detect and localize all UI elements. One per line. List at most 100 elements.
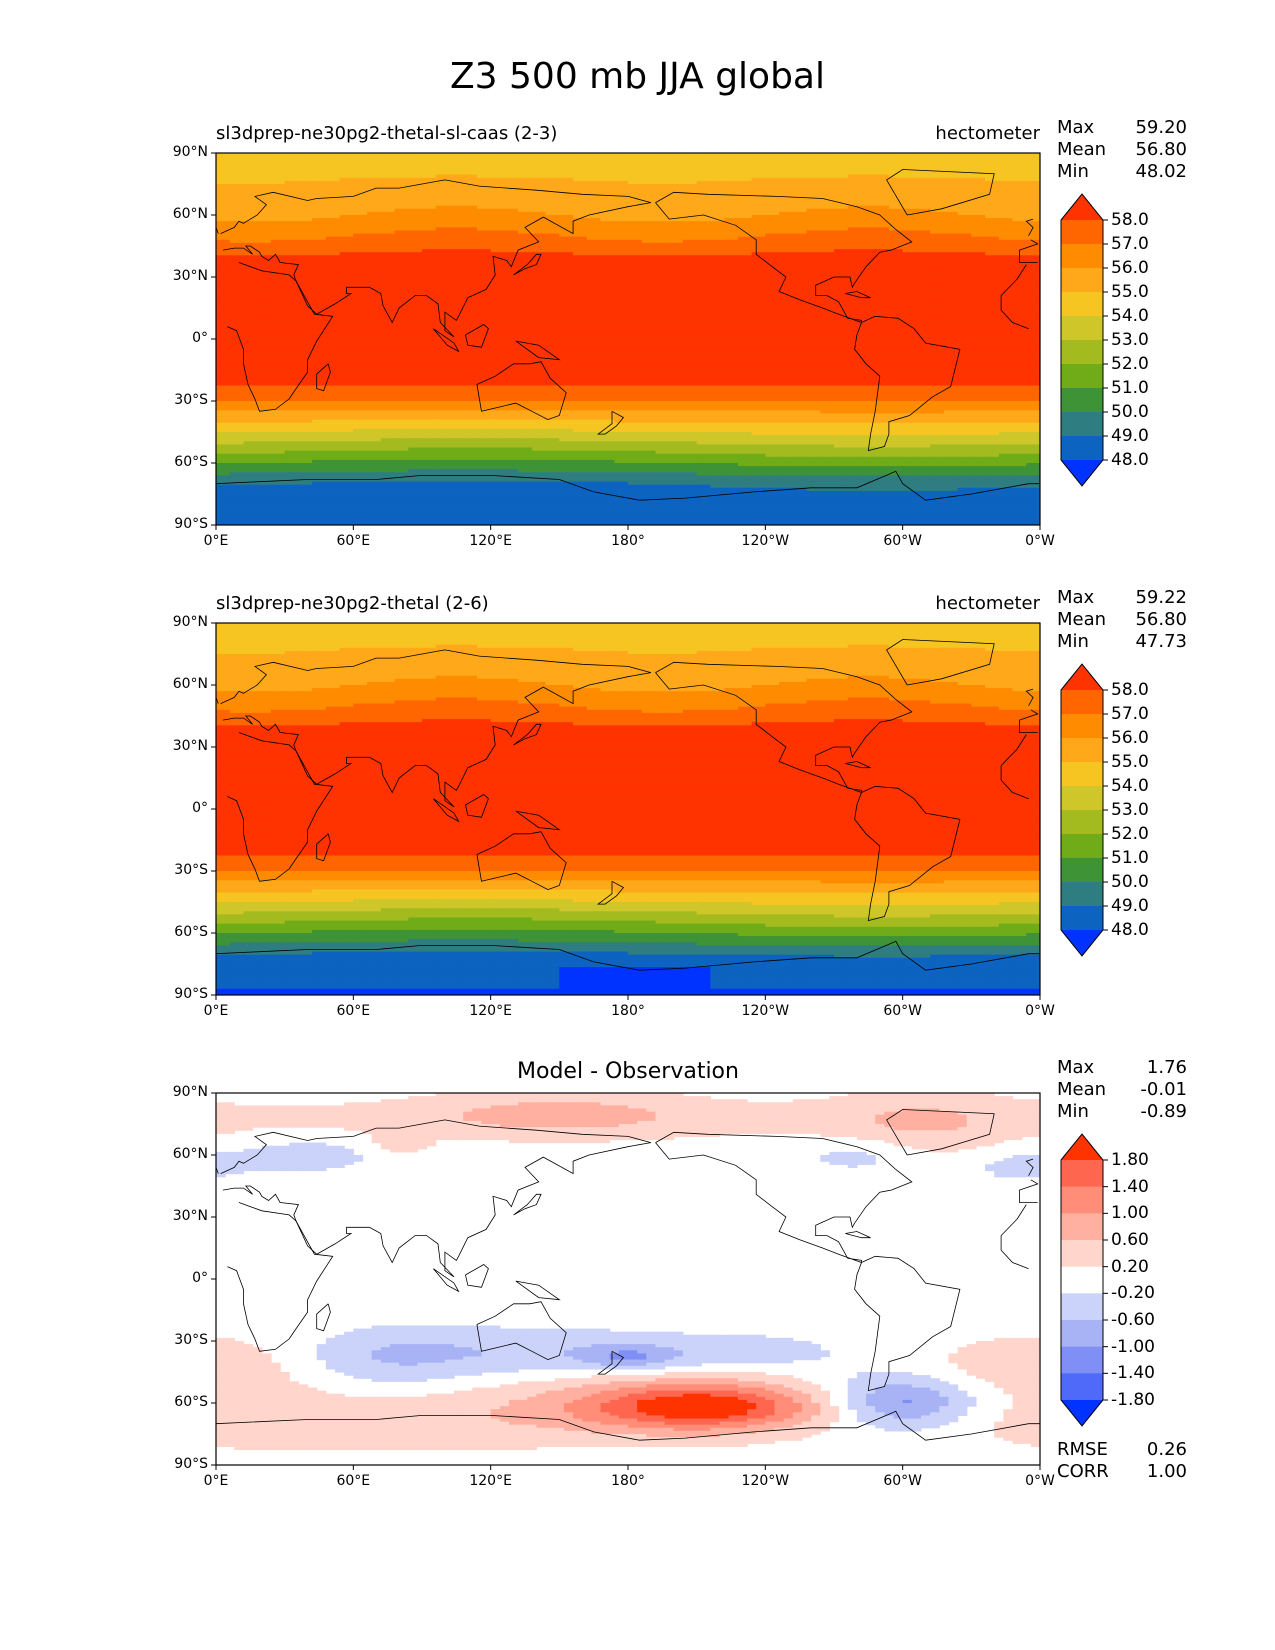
field-cell xyxy=(531,286,547,290)
field-cell xyxy=(655,286,670,290)
field-cell xyxy=(614,382,629,387)
field-cell xyxy=(614,153,629,157)
field-cell xyxy=(998,261,1014,266)
field-cell xyxy=(325,289,341,294)
field-cell xyxy=(710,233,725,238)
field-cell xyxy=(600,391,615,396)
field-cell xyxy=(559,168,574,173)
field-cell xyxy=(765,261,780,266)
field-cell xyxy=(600,270,615,275)
field-cell xyxy=(641,295,657,300)
field-cell xyxy=(902,177,917,182)
field-cell xyxy=(751,180,766,185)
field-cell xyxy=(394,168,409,173)
field-cell xyxy=(435,227,451,232)
field-cell xyxy=(243,351,258,356)
field-cell xyxy=(820,280,835,284)
field-cell xyxy=(257,270,272,275)
field-cell xyxy=(325,379,341,383)
field-cell xyxy=(710,301,725,306)
field-cell xyxy=(957,311,972,315)
field-cell xyxy=(559,205,574,210)
field-cell xyxy=(559,227,574,232)
field-cell xyxy=(600,301,615,306)
field-cell xyxy=(270,156,286,160)
field-cell xyxy=(1012,317,1027,321)
field-cell xyxy=(916,242,931,247)
field-cell xyxy=(792,233,808,238)
field-cell xyxy=(380,171,396,176)
field-cell xyxy=(216,382,231,387)
field-cell xyxy=(792,153,808,157)
field-cell xyxy=(573,363,588,368)
field-cell xyxy=(655,273,670,278)
field-cell xyxy=(545,308,560,312)
field-cell xyxy=(559,224,574,228)
field-cell xyxy=(888,323,904,328)
field-cell xyxy=(545,277,560,281)
field-cell xyxy=(490,196,505,201)
field-cell xyxy=(449,388,464,393)
field-cell xyxy=(655,357,670,362)
field-cell xyxy=(394,273,409,278)
field-cell xyxy=(930,156,945,160)
field-cell xyxy=(628,357,643,362)
field-cell xyxy=(490,168,505,173)
field-cell xyxy=(367,261,382,266)
field-cell xyxy=(600,227,615,232)
field-cell xyxy=(655,193,670,197)
field-cell xyxy=(463,391,478,396)
field-cell xyxy=(724,221,739,225)
field-cell xyxy=(476,385,492,390)
field-cell xyxy=(312,394,327,399)
field-cell xyxy=(298,193,313,197)
field-cell xyxy=(985,320,1000,325)
field-cell xyxy=(641,373,657,377)
field-cell xyxy=(490,258,505,263)
field-cell xyxy=(875,311,890,315)
field-cell xyxy=(243,196,258,201)
field-cell xyxy=(353,283,368,287)
field-cell xyxy=(724,199,739,204)
field-cell xyxy=(985,255,1000,259)
field-cell xyxy=(312,273,327,278)
field-cell xyxy=(490,298,505,303)
field-cell xyxy=(394,239,409,244)
field-cell xyxy=(408,258,423,263)
field-cell xyxy=(1026,401,1040,405)
field-cell xyxy=(792,283,808,287)
field-cell xyxy=(229,230,245,235)
field-cell xyxy=(531,202,547,207)
field-cell xyxy=(490,255,505,259)
field-cell xyxy=(875,283,890,287)
field-cell xyxy=(820,373,835,377)
field-cell xyxy=(888,187,904,191)
field-cell xyxy=(779,360,794,365)
field-cell xyxy=(628,199,643,204)
field-cell xyxy=(985,388,1000,393)
field-cell xyxy=(834,236,849,241)
field-cell xyxy=(600,168,615,173)
field-cell xyxy=(655,184,670,188)
field-cell xyxy=(1012,165,1027,170)
field-cell xyxy=(779,345,794,349)
field-cell xyxy=(449,289,464,294)
field-cell xyxy=(270,221,286,225)
field-cell xyxy=(669,153,684,157)
field-cell xyxy=(408,404,423,408)
field-cell xyxy=(545,373,560,377)
field-cell xyxy=(504,289,519,294)
field-cell xyxy=(779,332,794,337)
field-cell xyxy=(614,199,629,204)
field-cell xyxy=(380,270,396,275)
field-cell xyxy=(957,187,972,191)
field-cell xyxy=(1026,168,1040,173)
field-cell xyxy=(696,280,711,284)
field-cell xyxy=(325,267,341,272)
field-cell xyxy=(737,199,753,204)
field-cell xyxy=(312,301,327,306)
field-cell xyxy=(669,329,684,334)
field-cell xyxy=(957,366,972,371)
field-cell xyxy=(628,320,643,325)
field-cell xyxy=(806,385,821,390)
